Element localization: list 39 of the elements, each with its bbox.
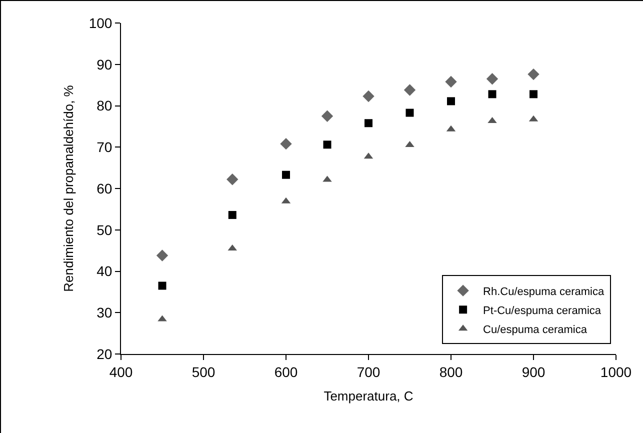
y-tick-label: 90 [96, 56, 112, 72]
point [447, 97, 455, 106]
point [280, 138, 292, 150]
point [226, 174, 238, 186]
x-tick-label: 700 [356, 364, 380, 380]
point [364, 119, 372, 128]
y-axis-title: Rendimiento del propanaldehído, % [60, 84, 76, 292]
y-tick-label: 20 [96, 346, 112, 362]
x-tick-label: 600 [274, 364, 298, 380]
point [362, 90, 374, 102]
y-tick-label: 70 [96, 139, 112, 156]
legend-label: Rh.Cu/espuma ceramica [483, 286, 605, 298]
point [282, 170, 290, 179]
x-tick-label: 500 [192, 364, 216, 380]
y-tick-label: 80 [96, 98, 112, 114]
point [445, 76, 457, 88]
x-tick-label: 400 [109, 364, 133, 380]
point [156, 250, 168, 262]
y-tick-label: 30 [96, 304, 112, 321]
y-tick-label: 60 [96, 180, 112, 196]
x-tick-label: 1000 [600, 364, 632, 380]
point [404, 84, 416, 96]
point [406, 108, 414, 117]
x-tick-label: 900 [522, 364, 546, 380]
point [488, 90, 496, 98]
legend-label: Cu/espuma ceramica [483, 324, 588, 336]
point [228, 210, 236, 219]
point [321, 110, 334, 122]
point [323, 140, 332, 149]
y-tick-label: 40 [96, 263, 112, 280]
point [528, 68, 540, 80]
point [158, 282, 166, 290]
legend-label: Pt-Cu/espuma ceramica [483, 304, 602, 317]
y-tick-label: 50 [96, 222, 112, 238]
point [486, 73, 498, 85]
point [530, 90, 538, 98]
x-axis-title: Temperatura, C [324, 388, 414, 404]
x-tick-label: 800 [439, 364, 463, 380]
y-tick-label: 100 [88, 14, 112, 31]
